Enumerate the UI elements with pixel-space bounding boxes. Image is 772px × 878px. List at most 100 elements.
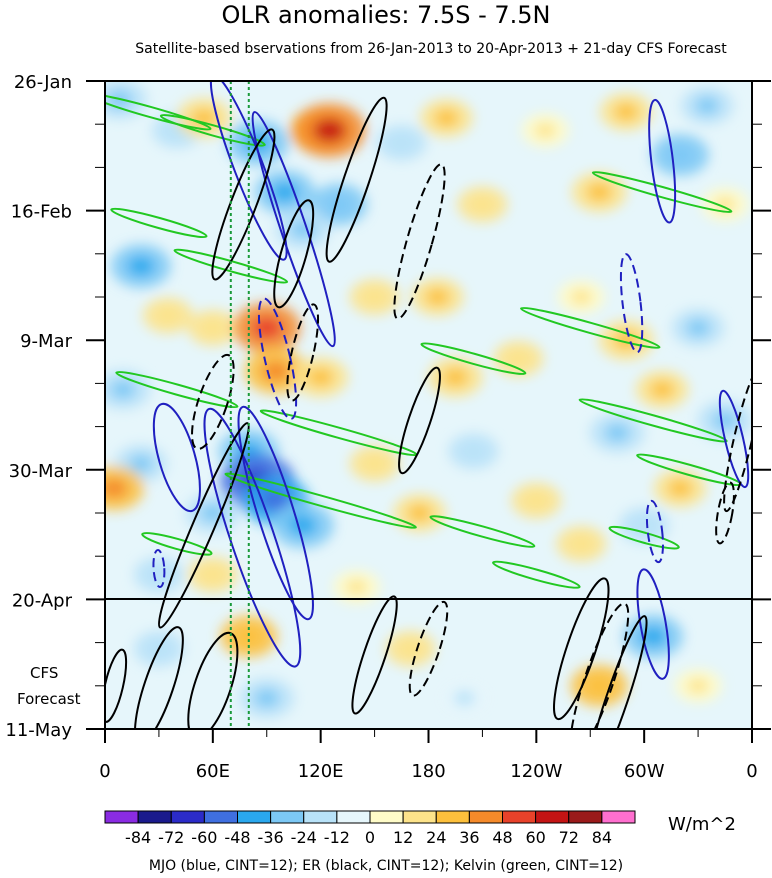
colorbar-swatch [435, 810, 470, 824]
colorbar-swatch [303, 810, 338, 824]
colorbar-label: 60 [525, 828, 545, 847]
kelvin-contour [224, 472, 417, 529]
anomaly-core [614, 103, 639, 121]
colorbar-label: 72 [559, 828, 579, 847]
er-contour [273, 199, 315, 309]
mjo-contour [257, 297, 298, 420]
kelvin-contour [591, 171, 733, 214]
colorbar-swatch [402, 810, 437, 824]
colorbar-label: -60 [191, 828, 217, 847]
y-tick-label: 26-Jan [14, 72, 72, 93]
anomaly-core [235, 626, 262, 646]
er-contour [393, 163, 446, 320]
er-contour [553, 577, 610, 721]
anomaly-core [127, 256, 155, 277]
chart-subtitle: Satellite-based bservations from 26-Jan-… [135, 41, 727, 57]
anomaly-core [586, 676, 613, 696]
anomaly-core [201, 319, 225, 336]
anomaly-core [650, 381, 674, 399]
anomaly-core [570, 289, 592, 305]
anomaly-core [443, 368, 468, 387]
colorbar-units: W/m^2 [668, 814, 736, 835]
anomaly-core [687, 678, 709, 694]
er-contour [715, 481, 735, 545]
colorbar-label: 0 [365, 828, 375, 847]
anomaly-core [251, 316, 282, 340]
x-tick-label: 120W [510, 761, 562, 782]
colorbar-label: 48 [492, 828, 512, 847]
kelvin-contour [141, 532, 213, 556]
vertical-reference-lines [229, 81, 250, 729]
colorbar-swatch [468, 810, 503, 824]
x-tick-label: 0 [99, 761, 110, 782]
er-contour [569, 602, 630, 729]
colorbar-label: 36 [459, 828, 479, 847]
anomaly-core [534, 122, 557, 139]
colorbar-swatch [237, 810, 272, 824]
colorbar: -84 -72 -60 -48 -36 -24 -12 0 12 24 36 48 60 72 84 [104, 810, 636, 847]
anomaly-core [570, 535, 593, 552]
colorbar-label: -84 [125, 828, 151, 847]
mjo-contour [203, 407, 302, 668]
colorbar-label: 24 [426, 828, 446, 847]
anomaly-core [525, 492, 548, 509]
anomaly-core [390, 134, 413, 151]
er-contour [351, 595, 398, 715]
anomaly-core [201, 566, 225, 583]
kelvin-contour [429, 515, 536, 548]
anomaly-core [407, 504, 432, 522]
anomaly-core [507, 350, 530, 367]
colorbar-swatch [137, 810, 172, 824]
kelvin-contour [578, 398, 728, 443]
anomaly-core [156, 307, 180, 324]
er-contour [211, 128, 276, 281]
er-contour [586, 615, 648, 729]
mjo-contour [619, 253, 644, 354]
kelvin-contours [105, 93, 743, 589]
colorbar-swatch [601, 810, 636, 824]
forecast-label-line1: CFS [30, 664, 59, 682]
kelvin-contour [159, 114, 266, 147]
mjo-contour [645, 499, 664, 564]
x-tick-label: 60W [624, 761, 665, 782]
colorbar-label: -12 [324, 828, 350, 847]
kelvin-contour [115, 370, 239, 409]
mjo-contour [152, 549, 166, 589]
x-tick-label: 180 [411, 761, 445, 782]
mjo-contour [251, 111, 336, 348]
er-contour [157, 422, 250, 629]
anomaly-core [471, 196, 494, 213]
forecast-label-line2: Forecast [17, 690, 81, 708]
x-axis: 0 60E 120E 180 120W 60W 0 [99, 729, 758, 782]
contour-legend-footnote: MJO (blue, CINT=12); ER (black, CINT=12)… [148, 858, 624, 874]
colorbar-swatch [270, 810, 305, 824]
y-axis: 26-Jan 16-Feb 9-Mar 30-Mar 20-Apr 11-May [5, 72, 771, 741]
anomaly-core [399, 640, 422, 657]
er-contour [286, 303, 320, 402]
x-tick-label: 60E [196, 761, 230, 782]
kelvin-contour [492, 560, 581, 589]
mjo-contour [648, 98, 677, 224]
mjo-contour [209, 81, 288, 261]
anomaly-core [325, 194, 352, 214]
anomaly-core [129, 455, 153, 473]
colorbar-label: -48 [224, 828, 250, 847]
kelvin-contour [420, 342, 527, 376]
mjo-contours [152, 81, 750, 680]
mjo-contour [237, 405, 314, 621]
anomaly-core [462, 443, 485, 460]
colorbar-label: -72 [158, 828, 184, 847]
colorbar-swatch [104, 810, 139, 824]
y-tick-label: 20-Apr [12, 590, 73, 611]
plot-area [105, 81, 752, 729]
kelvin-contour [608, 525, 680, 550]
anomaly-core [586, 183, 612, 202]
anomaly-core [453, 690, 476, 706]
anomaly-core [686, 319, 710, 337]
anomaly-core [105, 478, 128, 499]
anomaly-core [712, 411, 738, 430]
er-contour [398, 366, 441, 475]
anomaly-core [714, 196, 736, 213]
er-contour [408, 600, 449, 697]
